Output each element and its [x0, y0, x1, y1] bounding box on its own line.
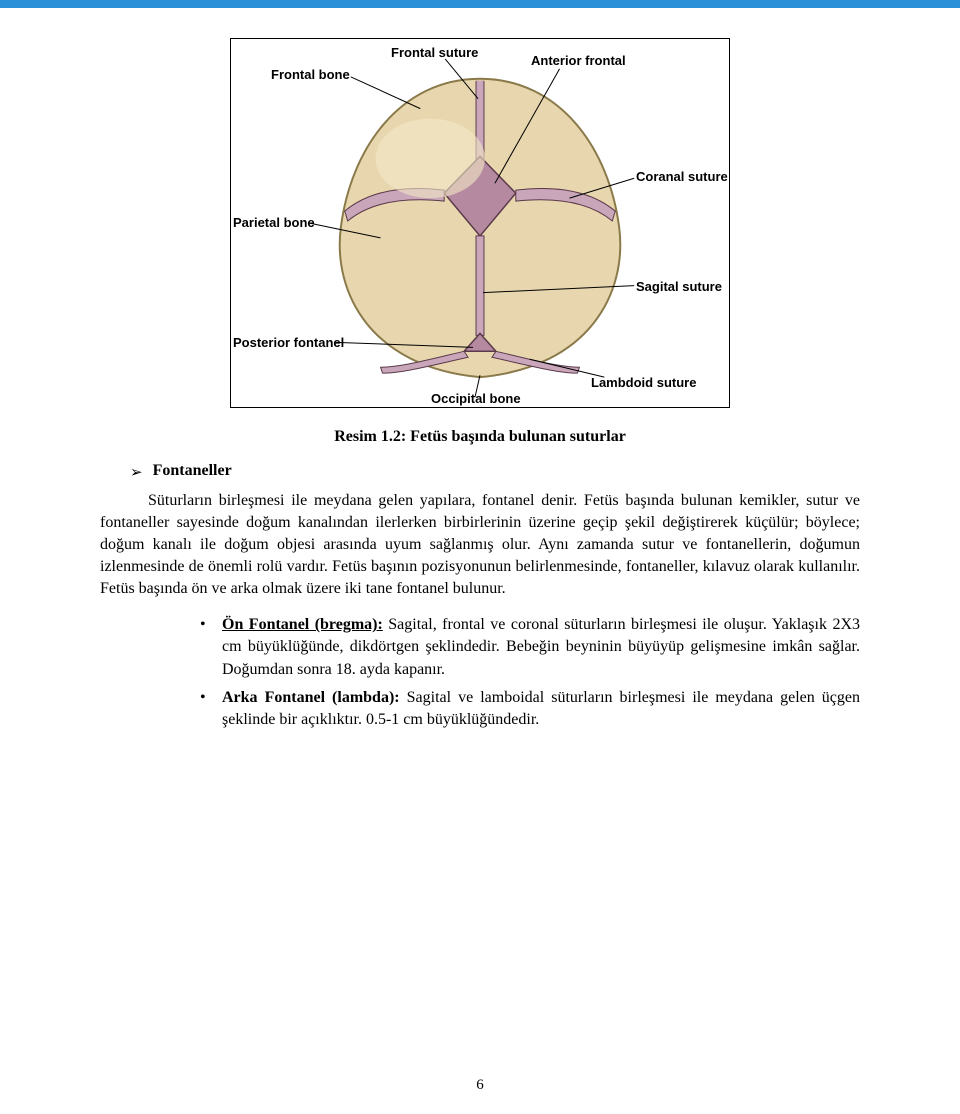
label-frontal-suture: Frontal suture [391, 45, 478, 60]
label-frontal-bone: Frontal bone [271, 67, 350, 82]
section-heading-row: ➢ Fontaneller [130, 462, 860, 480]
label-occipital-bone: Occipital bone [431, 391, 521, 406]
label-sagital-suture: Sagital suture [636, 279, 722, 294]
list-item: Ön Fontanel (bregma): Sagital, frontal v… [200, 614, 860, 680]
list-item: Arka Fontanel (lambda): Sagital ve lambo… [200, 687, 860, 731]
figure-wrap: Frontal suture Frontal bone Anterior fro… [100, 38, 860, 408]
section-heading: Fontaneller [153, 462, 232, 480]
bullet-lead: Arka Fontanel (lambda): [222, 689, 400, 706]
label-posterior-fontanel: Posterior fontanel [233, 335, 344, 350]
label-parietal-bone: Parietal bone [233, 215, 315, 230]
page-number: 6 [0, 1077, 960, 1094]
label-coranal-suture: Coranal suture [636, 169, 728, 184]
paragraph-1: Süturların birleşmesi ile meydana gelen … [100, 490, 860, 600]
top-accent-bar [0, 0, 960, 8]
page-content: Frontal suture Frontal bone Anterior fro… [0, 8, 960, 731]
figure-caption: Resim 1.2: Fetüs başında bulunan suturla… [100, 428, 860, 446]
label-lambdoid-suture: Lambdoid suture [591, 375, 696, 390]
skull-figure: Frontal suture Frontal bone Anterior fro… [230, 38, 730, 408]
chevron-right-icon: ➢ [130, 466, 143, 481]
label-anterior-frontal: Anterior frontal [531, 53, 626, 68]
bullet-lead: Ön Fontanel (bregma): [222, 616, 383, 633]
bullet-list: Ön Fontanel (bregma): Sagital, frontal v… [100, 614, 860, 730]
